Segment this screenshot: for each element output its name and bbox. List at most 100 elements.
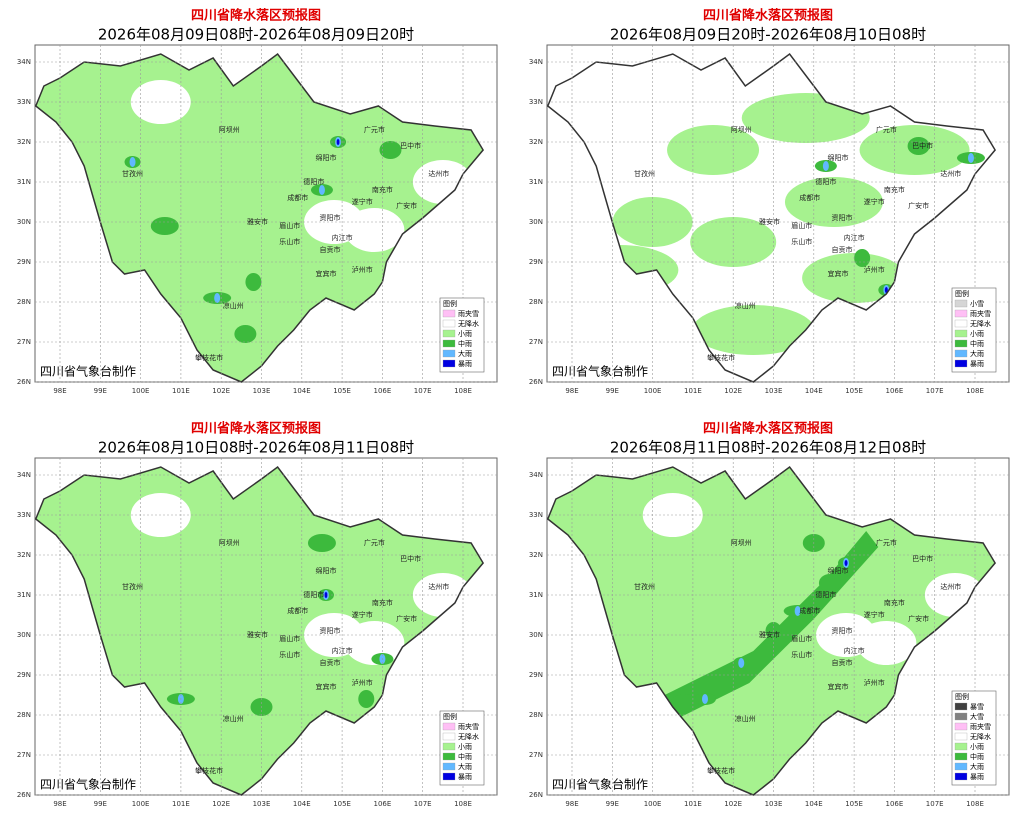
lon-label: 107E [926, 800, 944, 808]
lon-label: 107E [926, 387, 944, 395]
map-title: 四川省降水落区预报图 [191, 8, 321, 24]
legend-title: 图例 [955, 289, 969, 298]
city-label: 泸州市 [864, 265, 885, 274]
legend-label: 雨夹雪 [970, 722, 991, 731]
heavy-rain-area [794, 606, 801, 616]
map-panel: 四川省降水落区预报图 2026年08月10日08时-2026年08月11日08时 3… [17, 421, 498, 808]
province-border [546, 52, 997, 383]
legend-label: 小雨 [458, 329, 472, 338]
legend-swatch [954, 309, 968, 318]
lat-label: 29N [529, 258, 543, 266]
lon-label: 106E [374, 800, 392, 808]
legend-swatch [954, 742, 968, 751]
lon-label: 107E [414, 800, 432, 808]
city-label: 德阳市 [815, 590, 836, 599]
lat-label: 33N [529, 98, 543, 106]
city-label: 达州市 [428, 169, 449, 178]
province-border [34, 465, 485, 796]
city-label: 达州市 [940, 582, 961, 591]
lon-label: 108E [454, 387, 472, 395]
heavy-rain-area [738, 658, 745, 668]
lat-label: 33N [17, 511, 31, 519]
city-label: 广元市 [876, 125, 897, 134]
city-label: 巴中市 [912, 141, 933, 150]
moderate-rain-area [234, 325, 257, 343]
city-label: 绵阳市 [315, 153, 336, 162]
legend-swatch [954, 319, 968, 328]
lon-label: 101E [172, 800, 190, 808]
lat-label: 27N [529, 338, 543, 346]
legend-label: 大雪 [970, 712, 984, 721]
city-label: 绵阳市 [827, 566, 848, 575]
moderate-rain-area [854, 249, 871, 267]
city-label: 阿坝州 [219, 538, 240, 547]
city-label: 攀枝花市 [195, 353, 223, 362]
legend-swatch [442, 752, 456, 761]
light-rain-area [667, 125, 760, 175]
province-border [546, 465, 997, 796]
city-label: 遂宁市 [864, 610, 885, 619]
legend-label: 暴雨 [458, 773, 472, 781]
lat-label: 27N [17, 338, 31, 346]
city-label: 巴中市 [400, 554, 421, 563]
city-label: 内江市 [844, 646, 865, 655]
lon-label: 102E [724, 387, 742, 395]
lon-label: 98E [53, 800, 66, 808]
lat-label: 29N [529, 671, 543, 679]
lon-label: 100E [132, 800, 150, 808]
heavy-rain-area [214, 293, 221, 303]
city-label: 阿坝州 [731, 125, 752, 134]
city-label: 广元市 [876, 538, 897, 547]
moderate-rain-area [245, 273, 262, 291]
lon-label: 108E [966, 387, 984, 395]
city-label: 自贡市 [320, 658, 341, 667]
city-label: 雅安市 [759, 217, 780, 226]
legend-label: 无降水 [970, 732, 991, 741]
lat-label: 34N [529, 58, 543, 66]
legend-swatch [954, 732, 968, 741]
legend-label: 小雨 [458, 742, 472, 751]
map-title: 四川省降水落区预报图 [191, 421, 321, 437]
city-label: 乐山市 [279, 650, 300, 659]
legend-label: 大雨 [970, 349, 984, 358]
legend-label: 小雨 [970, 329, 984, 338]
legend-swatch [442, 359, 456, 368]
city-label: 资阳市 [320, 213, 341, 222]
lon-label: 105E [333, 800, 351, 808]
lon-label: 101E [172, 387, 190, 395]
map-panel: 四川省降水落区预报图 2026年08月11日08时-2026年08月12日08时 3… [529, 421, 1010, 808]
lon-label: 104E [805, 800, 823, 808]
light-rain-area [35, 54, 484, 382]
city-label: 乐山市 [279, 237, 300, 246]
city-label: 甘孜州 [634, 582, 655, 591]
legend-label: 无降水 [458, 732, 479, 741]
legend-label: 大雨 [970, 762, 984, 771]
light-rain-area [784, 177, 883, 227]
city-label: 宜宾市 [315, 269, 336, 278]
lon-label: 106E [886, 387, 904, 395]
legend-label: 雨夹雪 [458, 722, 479, 731]
lat-label: 26N [529, 378, 543, 386]
map-panel: 四川省降水落区预报图 2026年08月09日08时-2026年08月09日20时 3… [17, 8, 498, 395]
lon-label: 101E [684, 800, 702, 808]
legend-swatch [954, 359, 968, 368]
lat-label: 29N [17, 258, 31, 266]
city-label: 自贡市 [832, 658, 853, 667]
city-label: 凉山州 [735, 714, 756, 723]
city-label: 甘孜州 [122, 582, 143, 591]
lon-label: 104E [293, 800, 311, 808]
lon-label: 98E [565, 800, 578, 808]
city-label: 绵阳市 [827, 153, 848, 162]
city-label: 宜宾市 [315, 682, 336, 691]
lat-label: 28N [17, 298, 31, 306]
no-rain-area [344, 621, 405, 665]
lat-label: 32N [529, 551, 543, 559]
lon-label: 108E [454, 800, 472, 808]
no-rain-area [856, 621, 917, 665]
legend-label: 暴雨 [458, 360, 472, 368]
map-subtitle: 2026年08月09日08时-2026年08月09日20时 [98, 26, 414, 44]
lat-label: 26N [17, 378, 31, 386]
city-label: 泸州市 [864, 678, 885, 687]
moderate-rain-area [818, 574, 841, 592]
legend-label: 雨夹雪 [458, 309, 479, 318]
